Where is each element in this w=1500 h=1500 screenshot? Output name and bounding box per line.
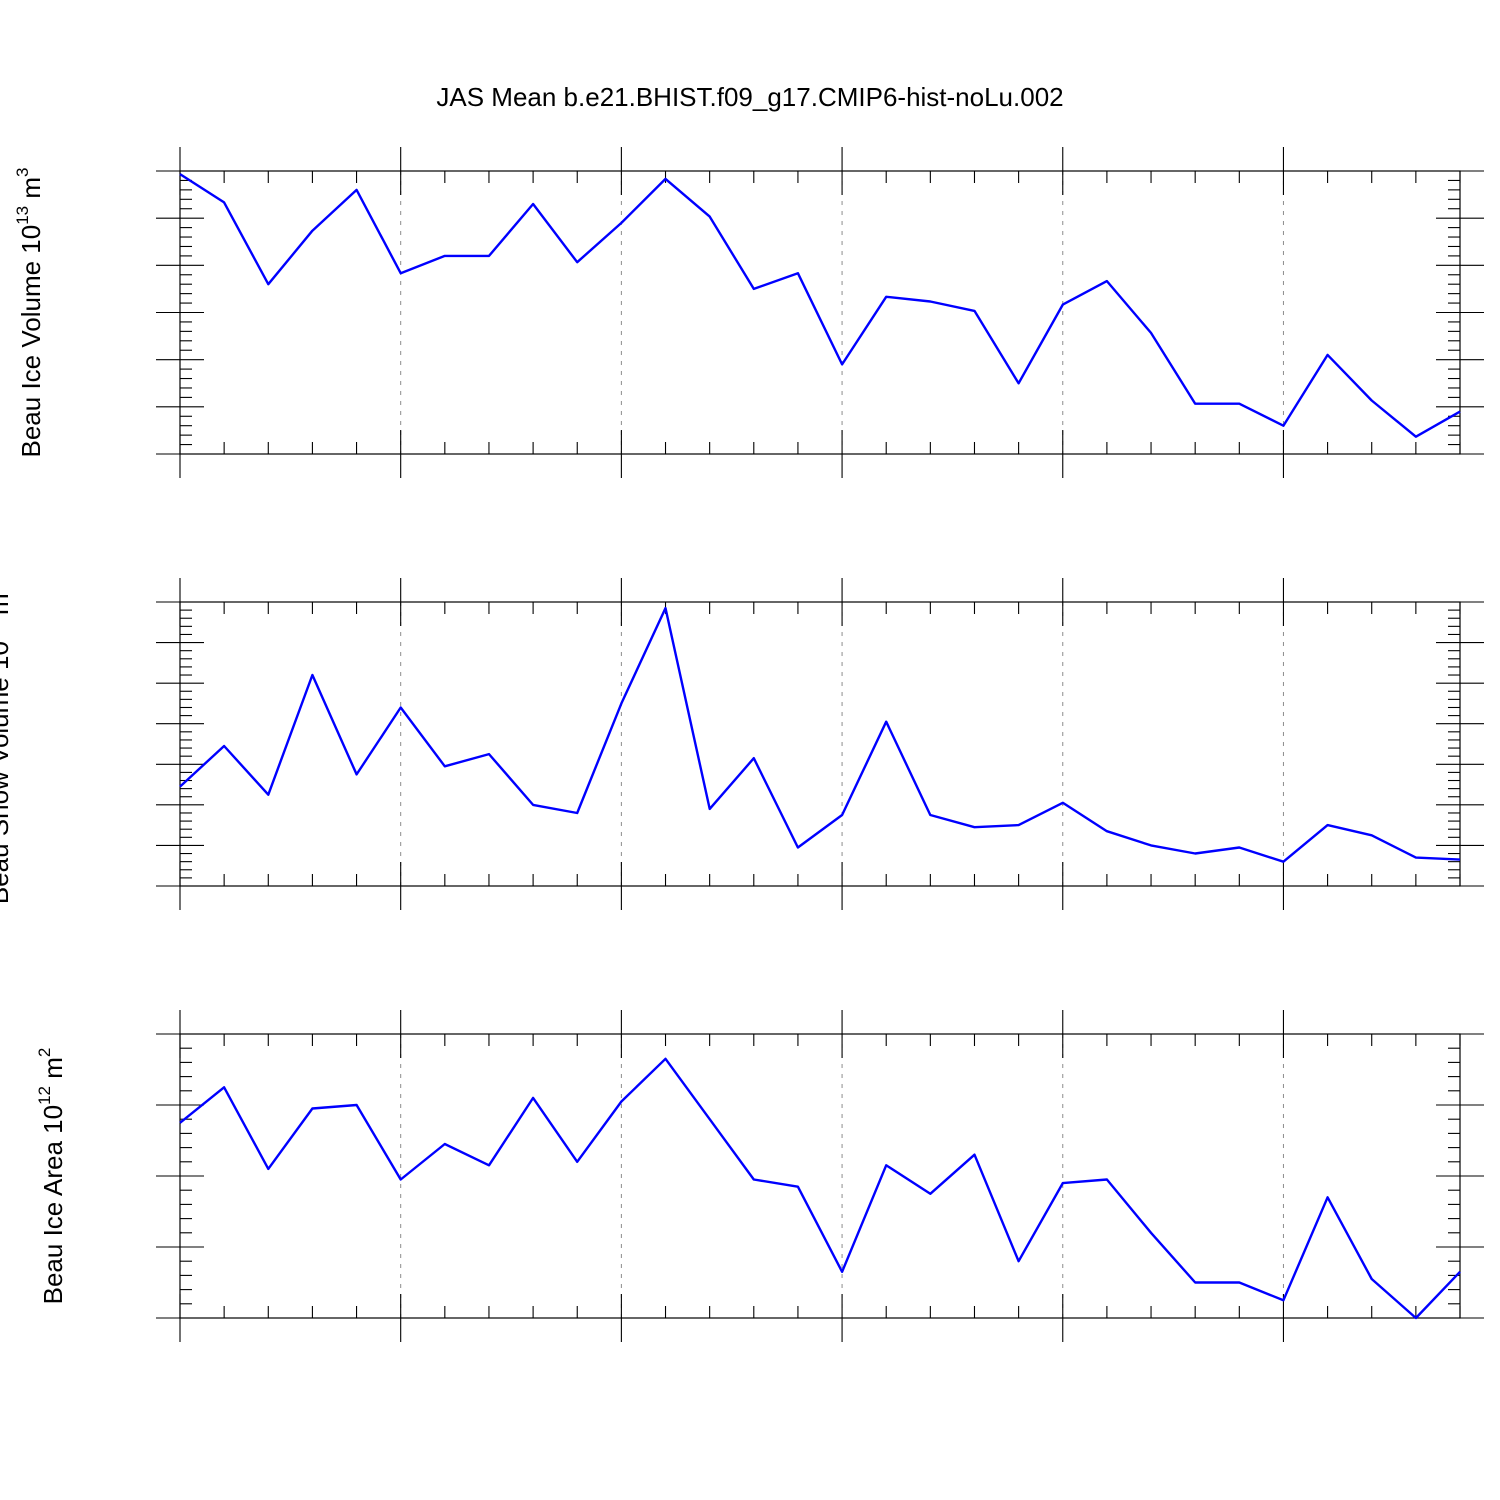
ice-volume-series-line xyxy=(179,173,1461,438)
ice-area-y-axis-title-base: Beau Ice Area 10 xyxy=(38,1105,68,1304)
ice-volume-panel: Beau Ice Volume 1013 m3 xyxy=(13,147,1484,478)
snow-volume-series-line xyxy=(179,606,1461,863)
snow-volume-y-axis-title-unit: m xyxy=(0,593,14,622)
ice-volume-y-axis-title-exponent: 13 xyxy=(13,206,32,225)
ice-area-y-axis-title-unit-exponent: 2 xyxy=(35,1048,54,1057)
snow-volume-plot-frame xyxy=(179,601,1461,887)
ice-area-y-axis-title-exponent: 12 xyxy=(35,1086,54,1105)
ice-area-panel: Beau Ice Area 1012 m2 xyxy=(35,1010,1484,1342)
ice-area-plot-frame xyxy=(179,1033,1461,1319)
snow-volume-panel: Beau Snow Volume 1013 m3 xyxy=(0,578,1484,910)
ice-volume-plot-frame xyxy=(179,170,1461,455)
figure-title: JAS Mean b.e21.BHIST.f09_g17.CMIP6-hist-… xyxy=(436,82,1063,112)
ice-volume-y-axis-title-base: Beau Ice Volume 10 xyxy=(16,225,46,458)
ice-volume-y-axis-title-unit: m xyxy=(16,177,46,206)
ice-volume-y-axis-title: Beau Ice Volume 1013 m3 xyxy=(13,168,46,458)
ice-area-y-axis-title: Beau Ice Area 1012 m2 xyxy=(35,1048,68,1305)
snow-volume-y-axis-title-base: Beau Snow Volume 10 xyxy=(0,641,14,904)
ice-volume-y-axis-title-unit-exponent: 3 xyxy=(13,168,32,177)
ice-area-series-line xyxy=(179,1057,1461,1320)
ice-area-y-axis-title-unit: m xyxy=(38,1057,68,1086)
snow-volume-y-axis-title: Beau Snow Volume 1013 m3 xyxy=(0,584,14,904)
